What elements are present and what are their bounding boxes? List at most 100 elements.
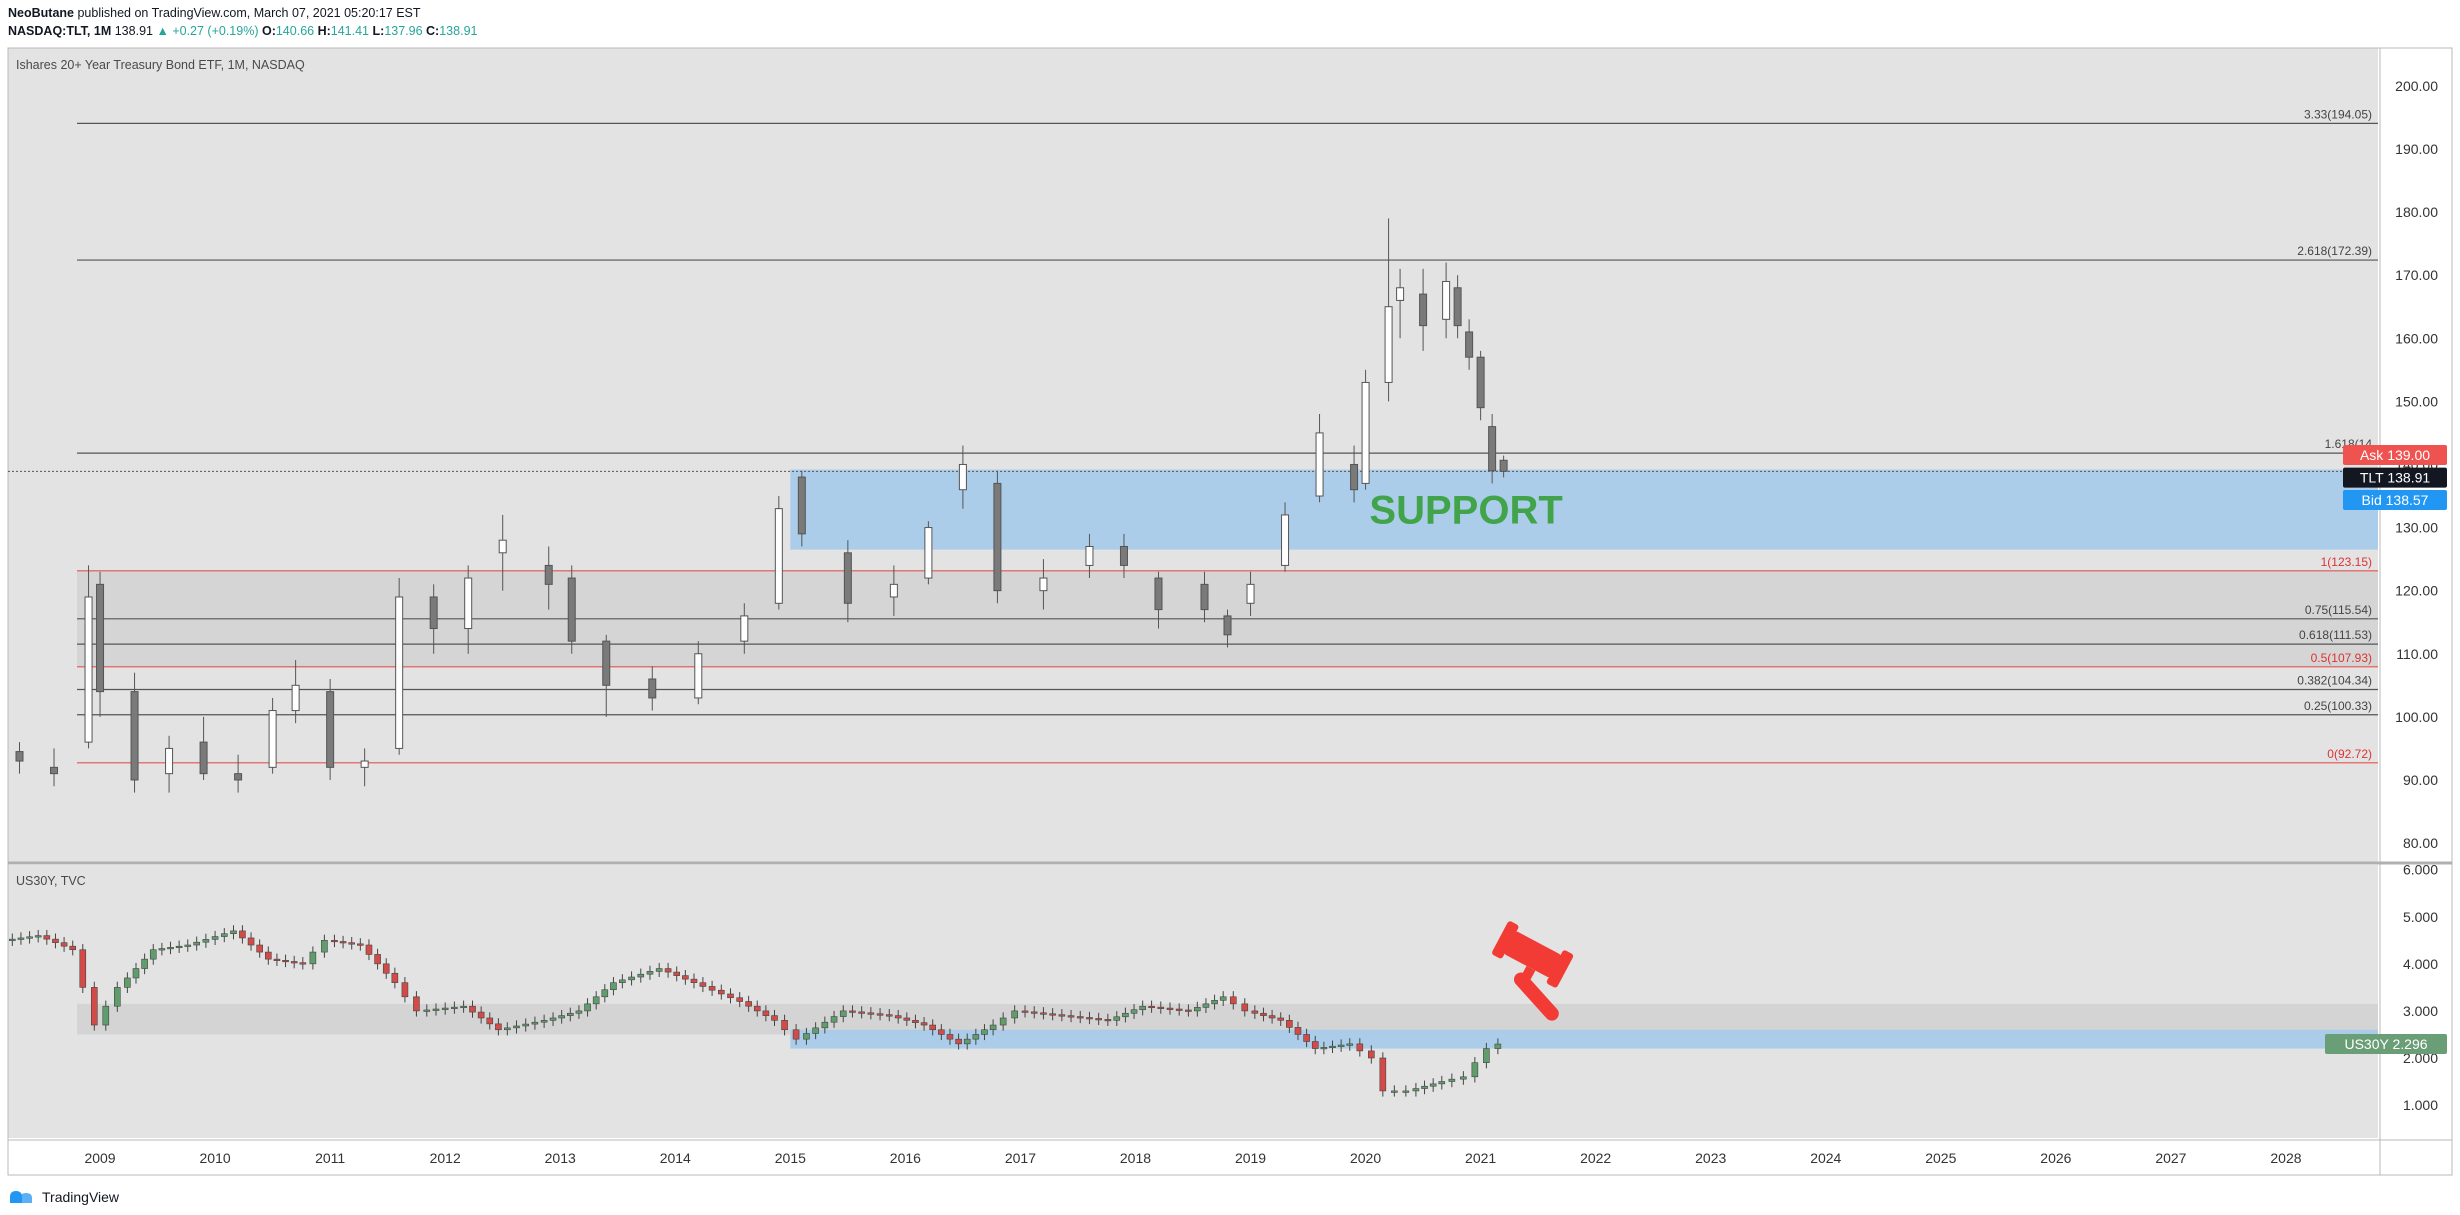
us30y-candle-body (1294, 1027, 1302, 1035)
publish-line: NeoButane published on TradingView.com, … (8, 6, 421, 20)
us30y-candle-body (1011, 1010, 1018, 1019)
fib-level-label: 0(92.72) (2327, 747, 2372, 761)
us30y-candle-body (558, 1015, 565, 1019)
us30y-candle-body (158, 948, 166, 951)
us30y-candle-body (495, 1023, 502, 1031)
us30y-candle-body (549, 1017, 557, 1021)
tlt-candle-body (1119, 545, 1128, 566)
tlt-candle-body (130, 691, 139, 781)
us30y-candle-body (477, 1011, 485, 1019)
price-axis-tick-label: 170.00 (2395, 267, 2438, 283)
price-tag-ask (2343, 445, 2447, 465)
price-axis-tick-label: 130.00 (2395, 520, 2438, 536)
author-name[interactable]: NeoButane (8, 6, 74, 20)
price-axis-tick-label: 160.00 (2395, 330, 2438, 346)
us30y-candle-body (1429, 1083, 1437, 1087)
us30y-candle-body (955, 1038, 962, 1045)
main-pane-title[interactable]: Ishares 20+ Year Treasury Bond ETF, 1M, … (16, 58, 305, 72)
fib-level-label: 0.382(104.34) (2297, 673, 2372, 687)
us30y-candle-body (981, 1029, 988, 1035)
tradingview-logo-icon (10, 1191, 32, 1203)
tlt-candle-body (740, 615, 749, 642)
tlt-candle-body (234, 773, 243, 781)
us30y-candle-body (753, 1005, 761, 1012)
us30y-candle-body (1277, 1017, 1285, 1021)
tlt-candle-body (993, 482, 1002, 592)
us30y-candle-body (619, 979, 626, 983)
close-value: 138.91 (439, 24, 478, 38)
us30y-candle-body (1391, 1090, 1398, 1093)
chart-border (7, 47, 2453, 1176)
us30y-candle-body (124, 977, 131, 988)
tlt-candle-body (1200, 583, 1209, 611)
yield-axis-tick-label: 5.000 (2403, 909, 2438, 925)
us30y-candle-body (682, 975, 689, 980)
us30y-candle-body (938, 1029, 945, 1035)
us30y-candle-body (401, 982, 409, 998)
us30y-candle-body (513, 1025, 520, 1029)
us30y-candle-body (1260, 1012, 1267, 1016)
fib-level-label: 0.25(100.33) (2304, 699, 2372, 713)
us30y-candle-body (1337, 1044, 1345, 1047)
price-change: +0.27 (+0.19%) (172, 24, 259, 38)
us30y-candle-body (211, 936, 219, 940)
us30y-candle-body (771, 1015, 778, 1021)
tlt-candle-body (1465, 331, 1474, 358)
gavel-icon (1492, 921, 1574, 1021)
us30y-candle-body (929, 1024, 937, 1031)
us30y-candle-body (699, 982, 707, 987)
price-tag-text: TLT 138.91 (2360, 470, 2431, 486)
us30y-candle-body (1067, 1015, 1075, 1018)
fib-level-label: 0.75(115.54) (2305, 603, 2372, 617)
us30y-candle-body (1139, 1005, 1146, 1011)
us30y-candle-body (382, 963, 390, 974)
symbol-label[interactable]: NASDAQ:TLT, 1M (8, 24, 112, 38)
us30y-candle-body (1030, 1011, 1038, 1014)
us30y-candle-body (290, 961, 298, 964)
us30y-candle-body (264, 951, 272, 960)
us30y-candle-body (885, 1014, 893, 1017)
us30y-candle-body (1166, 1007, 1174, 1010)
us30y-candle-body (423, 1009, 431, 1012)
tradingview-footer[interactable]: TradingView (8, 1189, 119, 1205)
us30y-candle-body (867, 1012, 875, 1015)
us30y-candle-body (299, 962, 307, 965)
lower-pane-title[interactable]: US30Y, TVC (16, 874, 86, 888)
tlt-candle-body (96, 583, 105, 693)
us30y-candle-body (1438, 1081, 1446, 1085)
price-tag-bid (2343, 489, 2447, 510)
us30y-candle-body (1058, 1014, 1066, 1017)
time-axis-tick-label: 2016 (890, 1150, 921, 1166)
us30y-candle-body (17, 937, 25, 940)
main-pane-background (8, 48, 2378, 862)
time-axis-tick-label: 2021 (1465, 1150, 1496, 1166)
us30y-candle-body (858, 1011, 865, 1014)
tlt-candle-body (774, 508, 783, 604)
us30y-candle-body (202, 939, 210, 943)
tlt-candle-body (360, 760, 369, 768)
yield-axis-tick-label: 3.000 (2403, 1003, 2438, 1019)
us30y-candle-body (321, 940, 328, 953)
us30y-candle-body (1211, 1000, 1218, 1005)
us30y-candle-body (812, 1027, 819, 1034)
us30y-candle-body (1202, 1003, 1210, 1008)
tlt-candle-body (395, 596, 404, 749)
us30y-candle-body (247, 937, 255, 946)
tlt-candle-body (924, 527, 933, 579)
publish-info: published on TradingView.com, March 07, … (77, 6, 421, 20)
us30y-candle-body (149, 949, 157, 960)
us30y-candle-body (727, 993, 734, 999)
time-axis-tick-label: 2028 (2270, 1150, 2301, 1166)
ohlc-line: NASDAQ:TLT, 1M 138.91 ▲ +0.27 (+0.19%) O… (8, 24, 477, 38)
tlt-candle-body (797, 476, 806, 535)
tlt-candle-body (1039, 577, 1048, 592)
us30y-candle-body (540, 1020, 548, 1023)
us30y-candle-body (1483, 1048, 1490, 1063)
us30y-candle-body (460, 1005, 467, 1009)
us30y-candle-body (912, 1020, 919, 1023)
price-axis-tick-label: 200.00 (2395, 78, 2438, 94)
us30y-candle-body (1471, 1062, 1479, 1078)
us30y-candle-body (309, 951, 317, 965)
change-up-icon: ▲ (156, 24, 169, 38)
